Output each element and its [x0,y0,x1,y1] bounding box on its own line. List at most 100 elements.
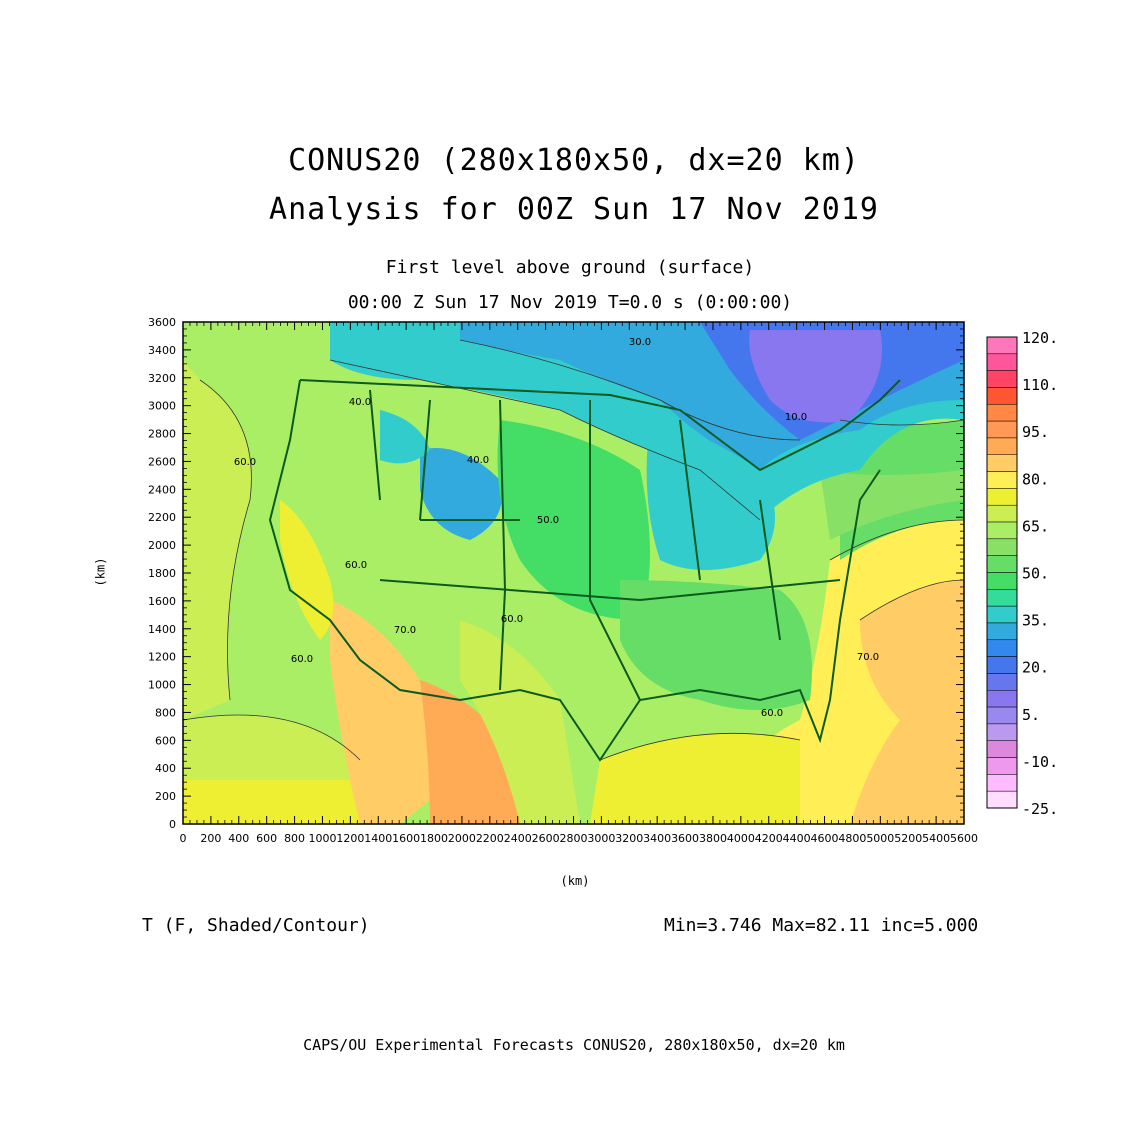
x-tick-label: 2200 [476,832,504,845]
colorbar-swatch [986,639,1018,657]
x-tick-label: 1000 [308,832,336,845]
x-tick-label: 4200 [755,832,783,845]
y-tick-label: 3600 [148,316,176,329]
color-legend: 120. 110. 95. 80. 65. 50. 35. 20. 5. -10. -25. [986,329,1058,818]
contour-label: 60.0 [761,708,783,719]
contour-label: 40.0 [349,397,371,408]
colorbar-swatch [986,471,1018,489]
x-tick-label: 3800 [699,832,727,845]
colorbar-label: 95. [1022,423,1049,441]
colorbar-swatch [986,336,1018,355]
y-tick-label: 1400 [148,623,176,636]
x-tick-label: 3200 [615,832,643,845]
field-statistics: Min=3.746 Max=82.11 inc=5.000 [664,915,979,936]
colorbar-label: 65. [1022,517,1049,535]
y-tick-label: 200 [155,790,176,803]
y-tick-label: 0 [169,818,176,831]
colorbar-label: -25. [1022,800,1058,818]
y-tick-label: 2600 [148,455,176,468]
colorbar-swatch [986,555,1018,573]
x-tick-label: 200 [200,832,221,845]
y-tick-label: 1800 [148,567,176,580]
colorbar-swatch [986,706,1018,725]
x-tick-label: 4400 [783,832,811,845]
y-tick-label: 2000 [148,539,176,552]
colorbar-swatch [986,353,1018,371]
x-tick-label: 1800 [420,832,448,845]
colorbar-label: 20. [1022,659,1049,677]
x-tick-label: 5200 [894,832,922,845]
contour-label: 50.0 [537,515,559,526]
colorbar-swatch [986,723,1018,741]
colorbar-swatch [986,622,1018,641]
y-axis-label: (km) [93,557,108,587]
x-tick-label: 1600 [392,832,420,845]
y-tick-label: 2800 [148,428,176,441]
colorbar-label: 35. [1022,612,1049,630]
y-tick-label: 1200 [148,651,176,664]
colorbar-swatch [986,757,1018,775]
colorbar-swatch [986,774,1018,792]
contour-label: 60.0 [345,560,367,571]
colorbar-swatch [986,387,1018,405]
x-axis-label: (km) [560,874,590,888]
colorbar-swatch [986,538,1018,556]
colorbar-label: 5. [1022,706,1040,724]
colorbar-swatch [986,673,1018,691]
colorbar-swatch [986,437,1018,455]
colorbar-swatch [986,488,1018,506]
colorbar-swatch [986,605,1018,624]
colorbar-label: 120. [1022,329,1058,347]
contour-label: 60.0 [501,614,523,625]
y-tick-label: 3200 [148,372,176,385]
colorbar-frame [986,336,1018,809]
x-tick-label: 3600 [671,832,699,845]
x-tick-label: 1400 [364,832,392,845]
colorbar-swatch [986,420,1018,439]
y-tick-label: 1600 [148,595,176,608]
x-tick-label: 2600 [532,832,560,845]
y-tick-label: 1000 [148,679,176,692]
contour-label: 60.0 [291,654,313,665]
contour-label: 70.0 [394,625,416,636]
y-tick-label: 3000 [148,400,176,413]
colorbar-swatch [986,404,1018,422]
x-tick-label: 4800 [838,832,866,845]
x-tick-label: 2000 [448,832,476,845]
contour-label: 70.0 [857,652,879,663]
contour-lines [183,339,964,761]
colorbar-label: 50. [1022,565,1049,583]
colorbar-swatch [986,740,1018,758]
colorbar-swatch [986,656,1018,674]
y-tick-label: 2200 [148,511,176,524]
footer-credit: CAPS/OU Experimental Forecasts CONUS20, … [303,1036,845,1054]
contour-label: 30.0 [629,337,651,348]
colorbar-label: 80. [1022,470,1049,488]
x-tick-label: 5600 [950,832,978,845]
plot-valid-time: Analysis for 00Z Sun 17 Nov 2019 [269,192,879,227]
colorbar-label: 110. [1022,376,1058,394]
x-tick-label: 5400 [922,832,950,845]
temperature-field [183,322,964,824]
colorbar-swatch [986,504,1018,523]
colorbar-swatch [986,790,1018,809]
x-tick-label: 1200 [336,832,364,845]
x-tick-label: 0 [180,832,187,845]
colorbar-swatch [986,589,1018,607]
y-tick-label: 800 [155,706,176,719]
x-tick-label: 4000 [727,832,755,845]
y-tick-label: 600 [155,734,176,747]
time-description: 00:00 Z Sun 17 Nov 2019 T=0.0 s (0:00:00… [347,292,793,313]
x-tick-label: 3000 [587,832,615,845]
y-tick-label: 3400 [148,344,176,357]
colorbar-swatch [986,690,1018,708]
colorbar-swatch [986,370,1018,388]
colorbar-swatch [986,521,1018,540]
x-tick-label: 2800 [560,832,588,845]
x-tick-label: 800 [284,832,305,845]
x-tick-label: 4600 [811,832,839,845]
colorbar-swatch [986,454,1018,472]
contour-label: 40.0 [467,455,489,466]
y-tick-label: 400 [155,762,176,775]
